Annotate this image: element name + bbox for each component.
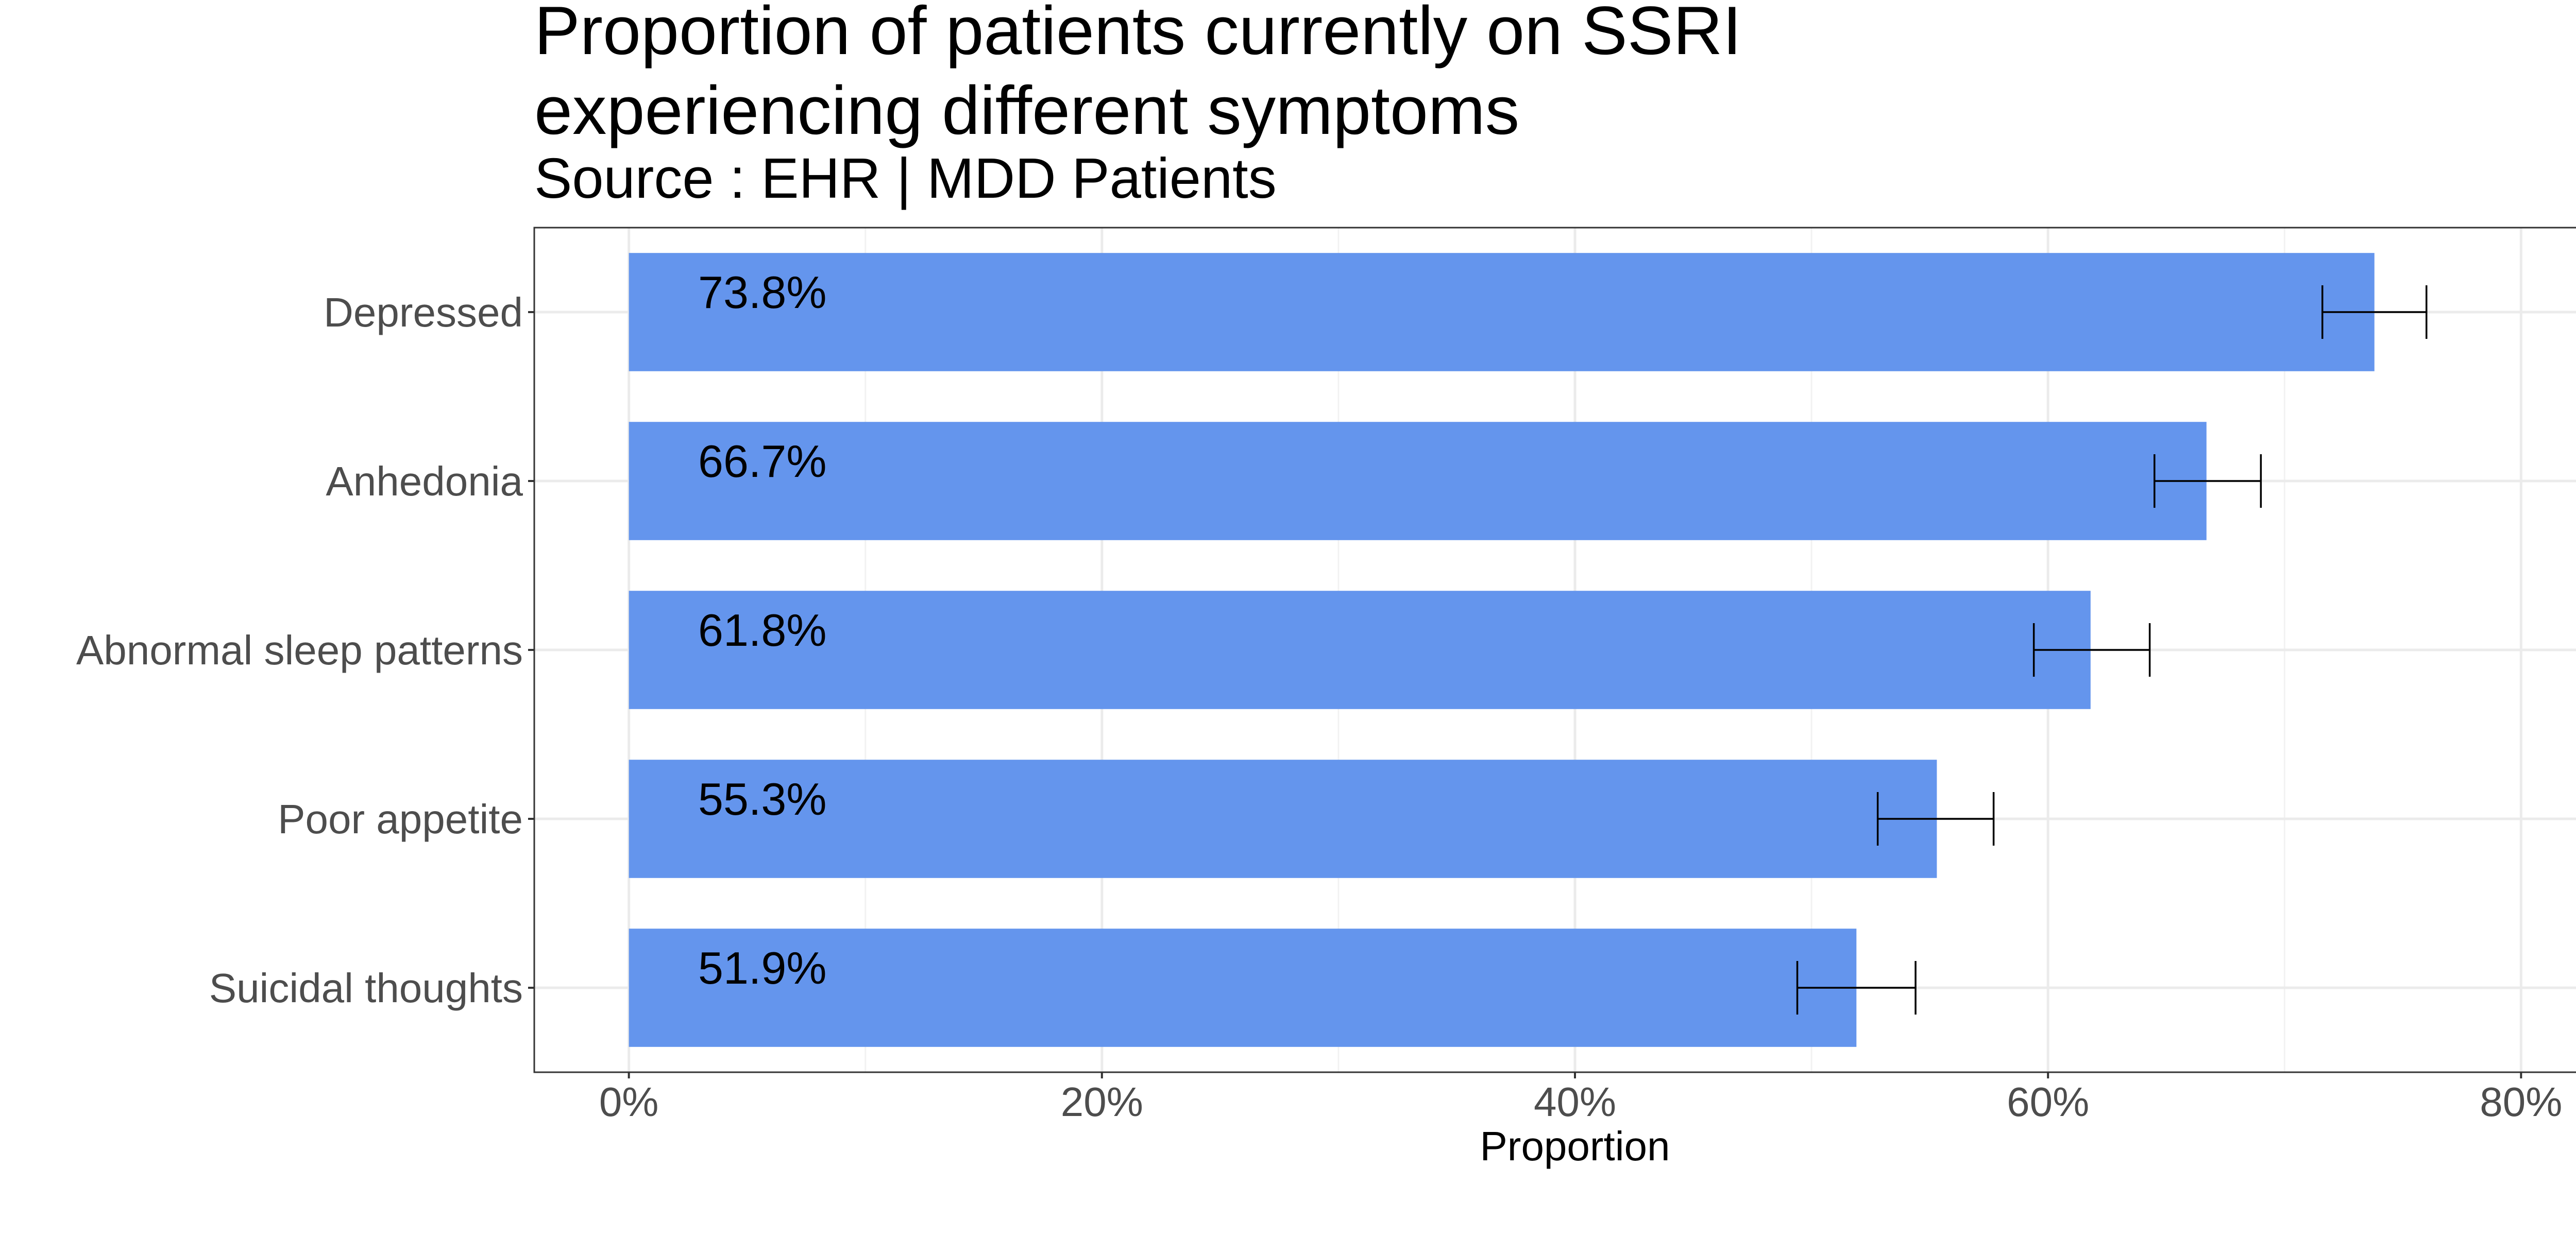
bar-value-label: 61.8% (698, 605, 827, 656)
y-axis: Depressed Anhedonia Abnormal sleep pattern… (76, 289, 534, 1011)
x-tick-label: 20% (1061, 1079, 1143, 1125)
y-tick-label: Poor appetite (278, 796, 523, 842)
error-bars (1796, 285, 2428, 1015)
y-tick-label: Abnormal sleep patterns (76, 627, 523, 673)
y-tick-label: Suicidal thoughts (209, 965, 523, 1011)
bar-value-label: 55.3% (698, 774, 827, 825)
chart-title-line: experiencing different symptoms (534, 73, 1519, 149)
bar (629, 253, 2375, 371)
x-tick-label: 60% (2007, 1079, 2089, 1125)
chart-subtitle: Source : EHR | MDD Patients (534, 147, 1277, 210)
chart-title-line: Proportion of patients currently on SSRI (534, 0, 1741, 69)
bar-value-label: 51.9% (698, 942, 827, 993)
bar-value-labels: 73.8% 66.7% 61.8% 55.3% 51.9% (698, 267, 827, 993)
bar (629, 591, 2091, 709)
bar (629, 760, 1937, 878)
x-axis-title: Proportion (1480, 1123, 1670, 1169)
chart-title: Proportion of patients currently on SSRI… (534, 0, 1741, 149)
x-tick-label: 0% (599, 1079, 659, 1125)
x-tick-label: 80% (2480, 1079, 2562, 1125)
bar-value-label: 66.7% (698, 436, 827, 487)
bar (629, 422, 2207, 540)
bar (629, 929, 1857, 1047)
x-axis: 0% 20% 40% 60% 80% (599, 1072, 2562, 1125)
x-tick-label: 40% (1534, 1079, 1616, 1125)
bars (629, 253, 2375, 1047)
y-tick-label: Depressed (324, 289, 523, 335)
bar-value-label: 73.8% (698, 267, 827, 318)
y-tick-label: Anhedonia (326, 458, 523, 504)
